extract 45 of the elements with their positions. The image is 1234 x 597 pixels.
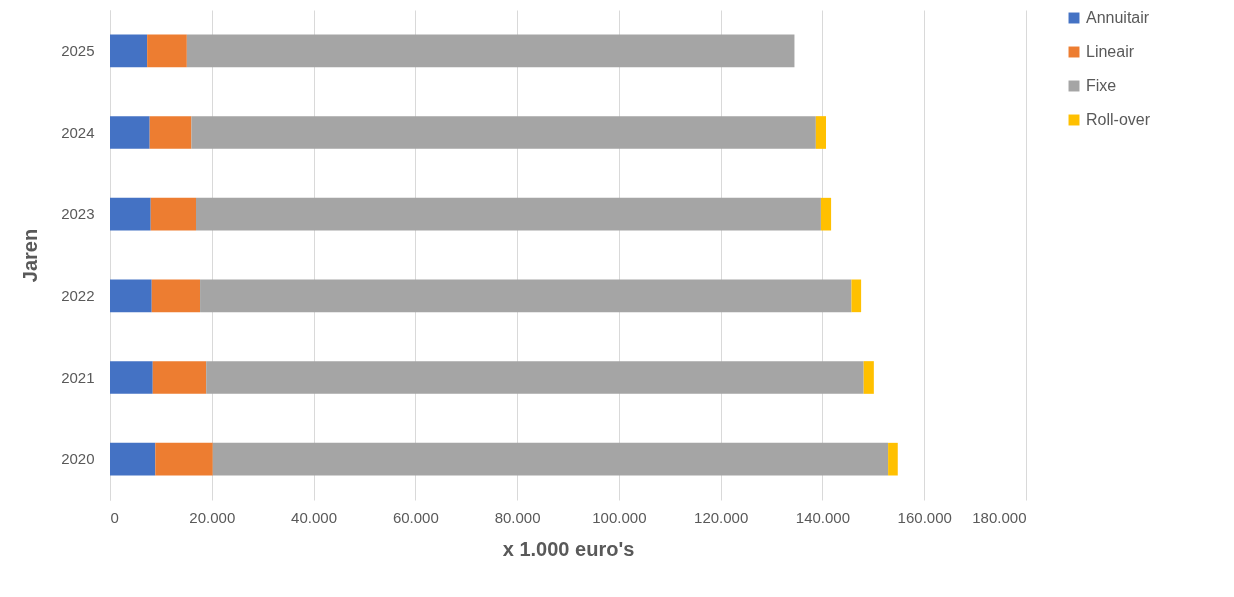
bar bbox=[110, 361, 153, 394]
x-tick-label: 20.000 bbox=[189, 508, 236, 526]
y-tick-label: 2024 bbox=[61, 123, 95, 141]
bar bbox=[888, 442, 898, 476]
y-tick-label: 2022 bbox=[61, 286, 95, 304]
bar bbox=[200, 279, 852, 313]
bar bbox=[110, 442, 156, 476]
bar bbox=[155, 442, 213, 476]
x-tick-label: 0 bbox=[110, 508, 119, 526]
x-tick-label: 160.000 bbox=[897, 508, 952, 526]
y-tick-label: 2025 bbox=[61, 41, 95, 59]
x-tick-label: 180.000 bbox=[972, 508, 1027, 526]
bar bbox=[149, 116, 192, 149]
x-tick-label: 120.000 bbox=[694, 508, 749, 526]
legend-label: Fixe bbox=[1086, 77, 1117, 94]
legend-label: Annuitair bbox=[1086, 9, 1150, 26]
bar bbox=[191, 116, 816, 149]
x-tick-label: 80.000 bbox=[494, 508, 541, 526]
x-tick-label: 60.000 bbox=[392, 508, 439, 526]
y-tick-label: 2021 bbox=[61, 368, 95, 386]
x-axis-title: x 1.000 euro's bbox=[502, 537, 635, 560]
bar bbox=[150, 197, 196, 231]
bar bbox=[206, 361, 864, 394]
x-tick-label: 100.000 bbox=[592, 508, 647, 526]
bar bbox=[186, 34, 795, 68]
bar bbox=[110, 116, 150, 149]
y-tick-label: 2020 bbox=[61, 450, 95, 468]
legend-label: Lineair bbox=[1086, 43, 1135, 60]
bar bbox=[110, 197, 151, 231]
bar bbox=[147, 34, 187, 68]
bar bbox=[820, 197, 832, 231]
bar bbox=[110, 34, 148, 68]
bar bbox=[212, 442, 889, 476]
x-tick-label: 40.000 bbox=[291, 508, 337, 526]
bar bbox=[196, 197, 821, 231]
legend-label: Roll-over bbox=[1086, 111, 1151, 128]
bar bbox=[152, 361, 207, 394]
y-tick-label: 2023 bbox=[61, 205, 95, 223]
x-tick-label: 140.000 bbox=[795, 508, 851, 526]
bar bbox=[851, 279, 862, 313]
bar bbox=[151, 279, 201, 313]
bar bbox=[863, 361, 874, 394]
bar bbox=[815, 116, 827, 149]
bar bbox=[110, 279, 152, 313]
y-axis-title: Jaren bbox=[19, 228, 42, 283]
